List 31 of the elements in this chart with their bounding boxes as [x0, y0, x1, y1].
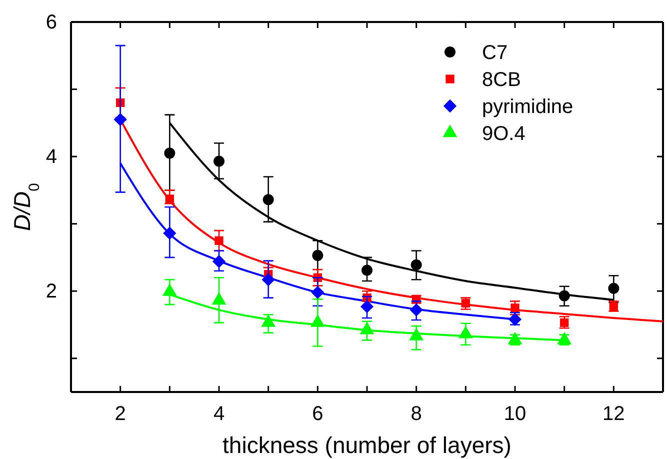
point	[362, 264, 372, 276]
point	[212, 254, 226, 268]
legend-label: pyrimidine	[482, 96, 574, 118]
x-tick-label: 10	[504, 403, 526, 426]
legend-label: 8CB	[482, 69, 521, 91]
legend-label: C7	[482, 42, 508, 64]
point	[410, 303, 423, 316]
legend-label: 9O.4	[482, 123, 526, 145]
point	[114, 112, 127, 126]
point	[262, 194, 274, 206]
x-tick-label: 2	[114, 403, 126, 426]
point	[558, 290, 570, 302]
x-tick-label: 12	[602, 403, 625, 426]
y-tick-label: 6	[46, 11, 57, 34]
point	[312, 250, 324, 261]
point	[410, 259, 422, 270]
x-tick-label: 8	[410, 403, 422, 426]
point	[214, 156, 224, 167]
point	[608, 282, 620, 294]
x-axis-title: thickness (number of layers)	[222, 432, 512, 458]
point	[360, 300, 374, 314]
point	[262, 273, 275, 286]
point	[164, 148, 176, 159]
x-tick-label: 6	[312, 403, 324, 426]
x-tick-label: 4	[213, 403, 225, 426]
y-tick-label: 4	[46, 146, 57, 168]
point	[214, 236, 224, 245]
y-tick-label: 2	[46, 280, 57, 302]
point	[165, 194, 174, 204]
point	[311, 286, 324, 300]
point	[163, 226, 176, 240]
